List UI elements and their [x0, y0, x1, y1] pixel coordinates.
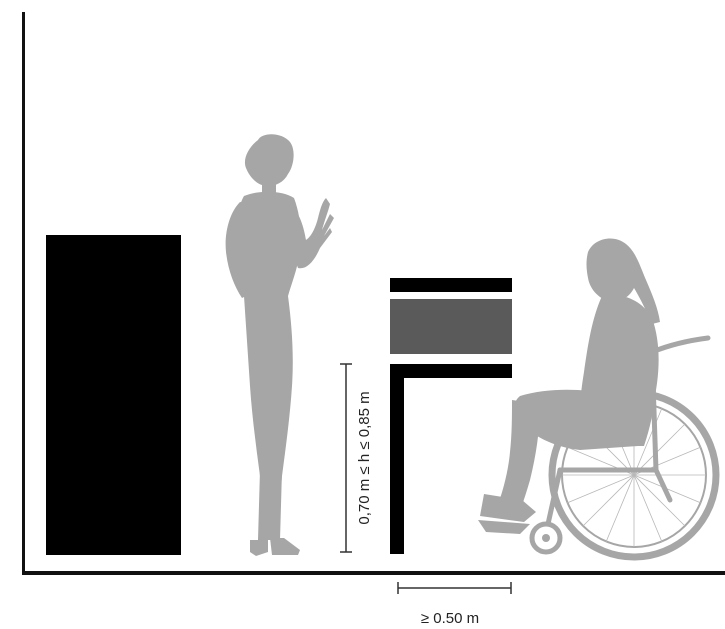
knee-depth-label: ≥ 0.50 m: [421, 610, 479, 627]
counter-panel: [390, 299, 512, 354]
standing-person-silhouette: [225, 134, 334, 556]
wheelchair-user-silhouette: [478, 238, 720, 561]
wall-line: [22, 12, 25, 574]
counter-top-bar: [390, 278, 512, 292]
counter-work-surface: [390, 364, 512, 378]
low-counter: [390, 278, 512, 554]
height-range-label: 0,70 m ≤ h ≤ 0,85 m: [356, 391, 373, 524]
counter-leg: [390, 364, 404, 554]
height-dimension: [340, 363, 352, 553]
depth-dimension: [397, 582, 512, 594]
high-counter-block: [46, 235, 181, 555]
floor-line: [22, 571, 725, 575]
